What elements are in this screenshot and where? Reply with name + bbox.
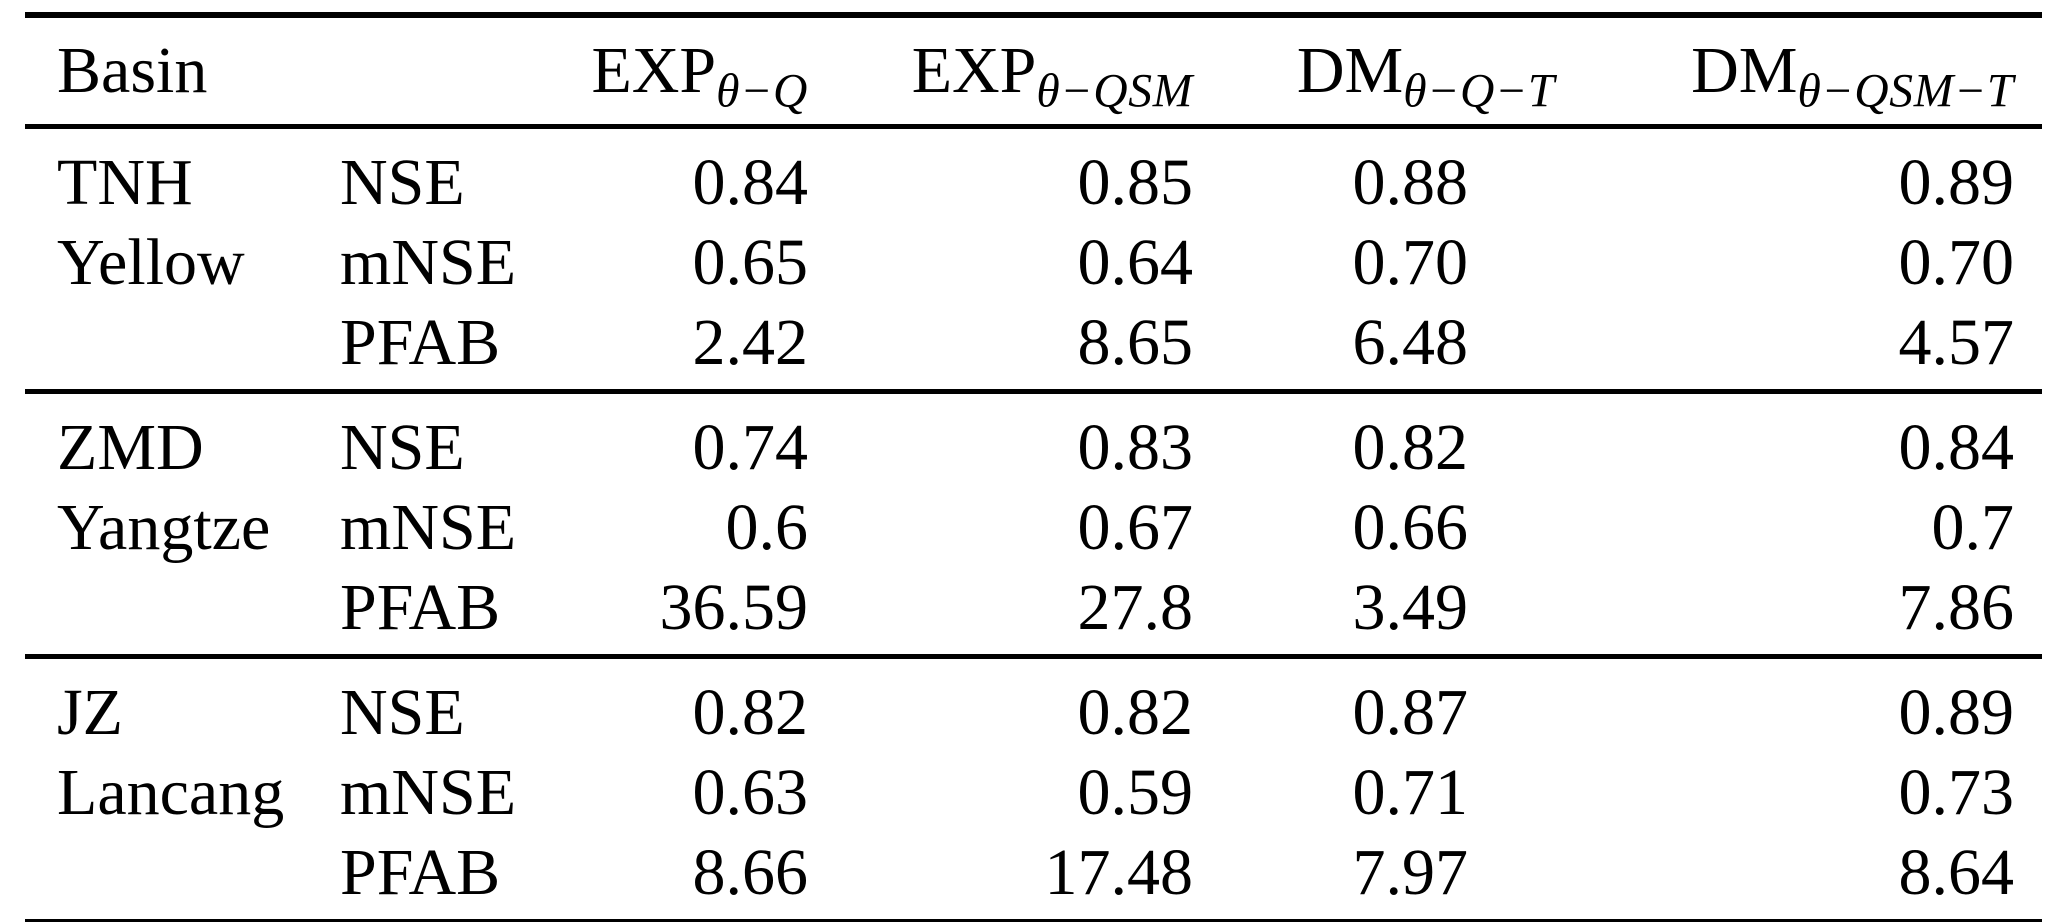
- metric-cell: NSE: [340, 676, 465, 749]
- basin-cell: ZMD: [57, 411, 204, 484]
- metric-column-header: [315, 15, 520, 127]
- value-cell: 8.65: [1077, 306, 1194, 379]
- metrics-table: Basin EXPθ−Q EXPθ−QSM DMθ−Q−T DMθ−QSM−T: [25, 12, 2042, 922]
- metric-cell: NSE: [340, 146, 465, 219]
- column-header-exp-q: EXPθ−Q: [520, 15, 817, 127]
- metric-cell: PFAB: [340, 306, 501, 379]
- value-cell: 0.74: [692, 411, 809, 484]
- header-row: Basin EXPθ−Q EXPθ−QSM DMθ−Q−T DMθ−QSM−T: [25, 15, 2042, 127]
- metric-cell: NSE: [340, 411, 465, 484]
- basin-column-header: Basin: [25, 15, 315, 127]
- metric-cell: PFAB: [340, 836, 501, 909]
- basin-cell: Yangtze: [57, 491, 271, 564]
- header-exp-q: EXPθ−Q: [591, 33, 808, 115]
- column-header-exp-qsm: EXPθ−QSM: [817, 15, 1202, 127]
- table-row: ZMD NSE 0.74 0.83 0.82 0.84: [25, 392, 2042, 489]
- table-row: TNH NSE 0.84 0.85 0.88 0.89: [25, 127, 2042, 224]
- basin-header-label: Basin: [57, 34, 208, 107]
- value-cell: 7.97: [1352, 836, 1469, 909]
- value-cell: 4.57: [1898, 306, 2015, 379]
- basin-cell: Lancang: [57, 756, 285, 829]
- value-cell: 0.71: [1352, 756, 1469, 829]
- value-cell: 0.84: [692, 146, 809, 219]
- header-base: DM: [1296, 34, 1404, 107]
- basin-cell: [25, 568, 315, 657]
- table-row: JZ NSE 0.82 0.82 0.87 0.89: [25, 657, 2042, 754]
- header-subscript: θ−QSM: [1036, 65, 1193, 118]
- value-cell: 36.59: [659, 571, 809, 644]
- value-cell: 0.82: [1352, 411, 1469, 484]
- value-cell: 0.87: [1352, 676, 1469, 749]
- basin-cell: JZ: [57, 676, 123, 749]
- table-row: PFAB 2.42 8.65 6.48 4.57: [25, 303, 2042, 392]
- table-row: PFAB 36.59 27.8 3.49 7.86: [25, 568, 2042, 657]
- header-subscript: θ−Q: [716, 65, 808, 118]
- basin-cell: [25, 833, 315, 922]
- value-cell: 0.84: [1898, 411, 2015, 484]
- value-cell: 8.66: [692, 836, 809, 909]
- value-cell: 0.65: [692, 226, 809, 299]
- header-dm-qsm-t: DMθ−QSM−T: [1691, 33, 2014, 115]
- value-cell: 7.86: [1898, 571, 2015, 644]
- value-cell: 0.70: [1352, 226, 1469, 299]
- value-cell: 0.6: [725, 491, 809, 564]
- value-cell: 0.89: [1898, 676, 2015, 749]
- column-header-dm-q-t: DMθ−Q−T: [1202, 15, 1554, 127]
- metric-cell: mNSE: [340, 226, 517, 299]
- metric-cell: mNSE: [340, 491, 517, 564]
- value-cell: 17.48: [1044, 836, 1194, 909]
- header-subscript: θ−QSM−T: [1797, 65, 2014, 118]
- header-base: EXP: [911, 34, 1037, 107]
- value-cell: 0.59: [1077, 756, 1194, 829]
- metric-cell: mNSE: [340, 756, 517, 829]
- basin-cell: [25, 303, 315, 392]
- basin-group-zmd-yangtze: ZMD NSE 0.74 0.83 0.82 0.84 Yangtze mNSE…: [25, 392, 2042, 657]
- basin-group-tnh-yellow: TNH NSE 0.84 0.85 0.88 0.89 Yellow mNSE …: [25, 127, 2042, 392]
- value-cell: 0.7: [1931, 491, 2015, 564]
- table-row: Yangtze mNSE 0.6 0.67 0.66 0.7: [25, 488, 2042, 568]
- basin-cell: Yellow: [57, 226, 245, 299]
- header-subscript: θ−Q−T: [1403, 65, 1555, 118]
- metric-cell: PFAB: [340, 571, 501, 644]
- header-base: DM: [1691, 34, 1798, 107]
- value-cell: 0.73: [1898, 756, 2015, 829]
- value-cell: 0.64: [1077, 226, 1194, 299]
- value-cell: 0.88: [1352, 146, 1469, 219]
- basin-group-jz-lancang: JZ NSE 0.82 0.82 0.87 0.89 Lancang mNSE …: [25, 657, 2042, 922]
- value-cell: 0.70: [1898, 226, 2015, 299]
- value-cell: 0.82: [1077, 676, 1194, 749]
- value-cell: 0.85: [1077, 146, 1194, 219]
- header-exp-qsm: EXPθ−QSM: [911, 33, 1193, 115]
- value-cell: 0.82: [692, 676, 809, 749]
- value-cell: 8.64: [1898, 836, 2015, 909]
- value-cell: 0.83: [1077, 411, 1194, 484]
- value-cell: 0.63: [692, 756, 809, 829]
- table-row: PFAB 8.66 17.48 7.97 8.64: [25, 833, 2042, 922]
- basin-cell: TNH: [57, 146, 193, 219]
- table-row: Yellow mNSE 0.65 0.64 0.70 0.70: [25, 223, 2042, 303]
- header-base: EXP: [591, 34, 717, 107]
- column-header-dm-qsm-t: DMθ−QSM−T: [1477, 15, 2042, 127]
- value-cell: 0.89: [1898, 146, 2015, 219]
- value-cell: 27.8: [1077, 571, 1194, 644]
- value-cell: 2.42: [692, 306, 809, 379]
- value-cell: 0.66: [1352, 491, 1469, 564]
- value-cell: 6.48: [1352, 306, 1469, 379]
- table-row: Lancang mNSE 0.63 0.59 0.71 0.73: [25, 753, 2042, 833]
- value-cell: 0.67: [1077, 491, 1194, 564]
- table-header: Basin EXPθ−Q EXPθ−QSM DMθ−Q−T DMθ−QSM−T: [25, 15, 2042, 127]
- value-cell: 3.49: [1352, 571, 1469, 644]
- header-dm-q-t: DMθ−Q−T: [1296, 33, 1555, 115]
